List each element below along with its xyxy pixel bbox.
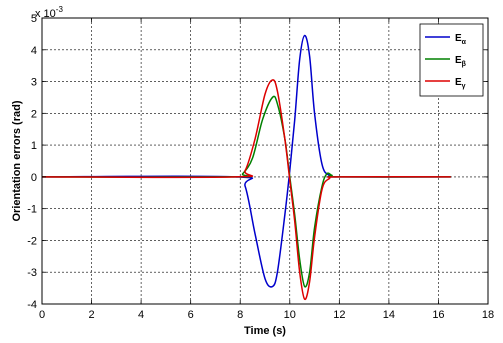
x-axis-title: Time (s) xyxy=(244,325,286,337)
x-tick-label: 10 xyxy=(284,309,296,321)
x-tick-label: 18 xyxy=(482,309,494,321)
series-lines xyxy=(41,34,451,301)
y-tick-label: 0 xyxy=(31,172,37,184)
x-tick-label: 4 xyxy=(138,309,144,321)
legend-entry: Eβ xyxy=(455,55,467,68)
x-tick-label: 2 xyxy=(88,309,94,321)
plot-background xyxy=(42,18,488,304)
y-axis-title: Orientation errors (rad) xyxy=(11,100,23,221)
series-line-1 xyxy=(41,34,451,288)
legend-entry: Eγ xyxy=(455,77,466,90)
y-tick-label: -3 xyxy=(27,267,37,279)
x-tick-label: 8 xyxy=(237,309,243,321)
y-axis-ticks: -4 -3 -2 -1 0 1 2 3 4 5 xyxy=(27,13,488,311)
y-tick-label: 3 xyxy=(31,77,37,89)
x-tick-label: 0 xyxy=(39,309,45,321)
legend-entry: Eα xyxy=(455,33,467,46)
y-tick-label: -4 xyxy=(27,299,37,311)
legend-box xyxy=(419,23,484,97)
legend: Eα Eβ Eγ xyxy=(419,23,484,97)
x-tick-label: 16 xyxy=(432,309,444,321)
y-tick-label: 5 xyxy=(31,13,37,25)
x-axis-ticks: 0 2 4 6 8 10 12 14 16 18 xyxy=(39,18,494,321)
y-tick-label: -1 xyxy=(27,204,37,216)
plot-area xyxy=(42,18,488,304)
x-tick-label: 6 xyxy=(188,309,194,321)
axes-box xyxy=(41,17,489,305)
y-multiplier: x 10-3 xyxy=(35,5,63,20)
x-tick-label: 12 xyxy=(333,309,345,321)
axes-frame xyxy=(41,17,489,305)
series-line-3 xyxy=(41,79,451,301)
y-tick-label: 1 xyxy=(31,140,37,152)
y-tick-label: 2 xyxy=(31,108,37,120)
y-tick-label: 4 xyxy=(31,45,37,57)
y-tick-label: -2 xyxy=(27,235,37,247)
x-tick-label: 14 xyxy=(383,309,395,321)
